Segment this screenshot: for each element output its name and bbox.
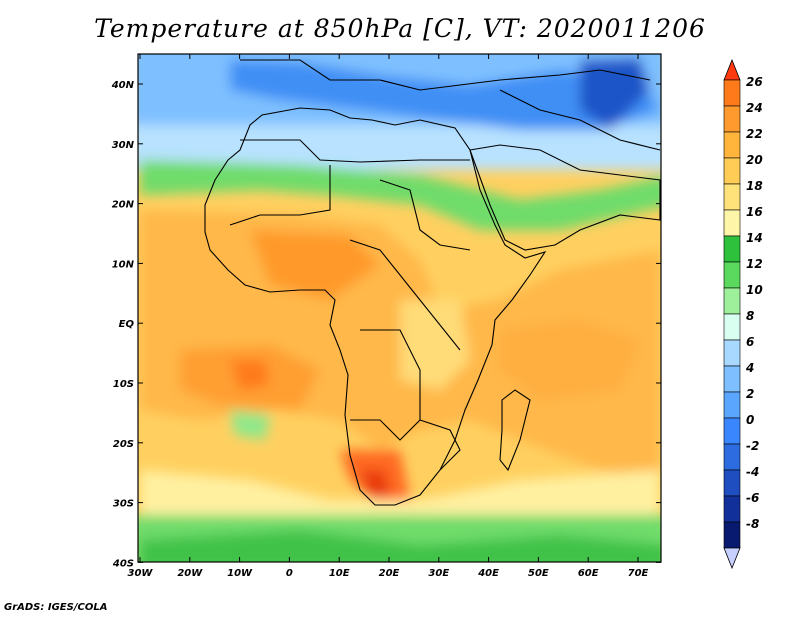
lat-tick-label: 10N	[112, 259, 135, 270]
colorbar-top-arrow	[723, 58, 741, 81]
lat-tick-label: 40S	[112, 558, 134, 569]
colorbar-swatch	[723, 313, 741, 341]
temperature-field	[138, 54, 661, 562]
lon-tick-label: 30E	[428, 568, 449, 579]
colorbar-swatch	[723, 469, 741, 497]
map-axes: 30W 20W 10W 0 10E 20E 30E 40E 50E 60E 70E 40N 30N 20N…	[111, 54, 661, 579]
colorbar-swatch	[723, 443, 741, 471]
colorbar-label: -8	[746, 517, 759, 531]
colorbar-bottom-arrow	[723, 547, 741, 570]
lat-tick-label: 10S	[113, 379, 134, 390]
lon-tick-label: 10W	[227, 568, 253, 579]
colorbar-label: 6	[746, 335, 754, 349]
colorbar-swatch	[723, 521, 741, 549]
colorbar-label: 2	[746, 387, 754, 401]
colorbar-label: 24	[746, 101, 763, 115]
colorbar-label: -2	[746, 439, 759, 453]
colorbar-label: 20	[746, 153, 763, 167]
lat-tick-label: 30S	[113, 499, 134, 510]
map-title: Temperature at 850hPa [C], VT: 202001120…	[94, 14, 706, 43]
colorbar-label: 14	[746, 231, 763, 245]
lon-tick-label: 60E	[578, 568, 599, 579]
colorbar-label: -4	[746, 465, 759, 479]
lon-tick-label: 30W	[128, 568, 154, 579]
lon-tick-label: 50E	[528, 568, 549, 579]
lon-tick-label: 10E	[329, 568, 350, 579]
colorbar-swatch	[723, 235, 741, 263]
lon-tick-label: 20W	[177, 568, 203, 579]
colorbar-swatch	[723, 183, 741, 211]
colorbar-label: 4	[745, 361, 754, 375]
lat-tick-label: 20S	[113, 439, 134, 450]
colorbar-swatch	[723, 365, 741, 393]
colorbar-label: 12	[746, 257, 763, 271]
colorbar-swatch	[723, 79, 741, 107]
colorbar-label: -6	[746, 491, 759, 505]
lon-tick-label: 0	[286, 568, 293, 579]
colorbar-label: 16	[746, 205, 763, 219]
colorbar-swatch	[723, 339, 741, 367]
grads-credit: GrADS: IGES/COLA	[4, 602, 108, 613]
colorbar-label: 26	[746, 75, 763, 89]
coastlines	[204, 59, 661, 506]
colorbar-swatch	[723, 209, 741, 237]
colorbar-label: 0	[746, 413, 754, 427]
colorbar-label: 8	[746, 309, 754, 323]
map-frame	[137, 53, 662, 563]
colorbar-swatch	[723, 157, 741, 185]
colorbar-swatch	[723, 391, 741, 419]
lat-tick-label: EQ	[119, 319, 135, 330]
lon-tick-label: 20E	[379, 568, 400, 579]
colorbar-swatch	[723, 287, 741, 315]
colorbar-label: 22	[746, 127, 763, 141]
colorbar-swatch	[723, 495, 741, 523]
colorbar-swatch	[723, 105, 741, 133]
lon-tick-label: 40E	[477, 568, 499, 579]
colorbar-swatch	[723, 417, 741, 445]
lat-tick-label: 20N	[112, 200, 135, 211]
lon-tick-label: 70E	[628, 568, 649, 579]
colorbar-label: 18	[746, 179, 763, 193]
lat-tick-label: 30N	[112, 140, 135, 151]
lat-tick-label: 40N	[111, 80, 135, 91]
colorbar-label: 10	[746, 283, 763, 297]
colorbar-swatch	[723, 131, 741, 159]
colorbar-swatch	[723, 261, 741, 289]
